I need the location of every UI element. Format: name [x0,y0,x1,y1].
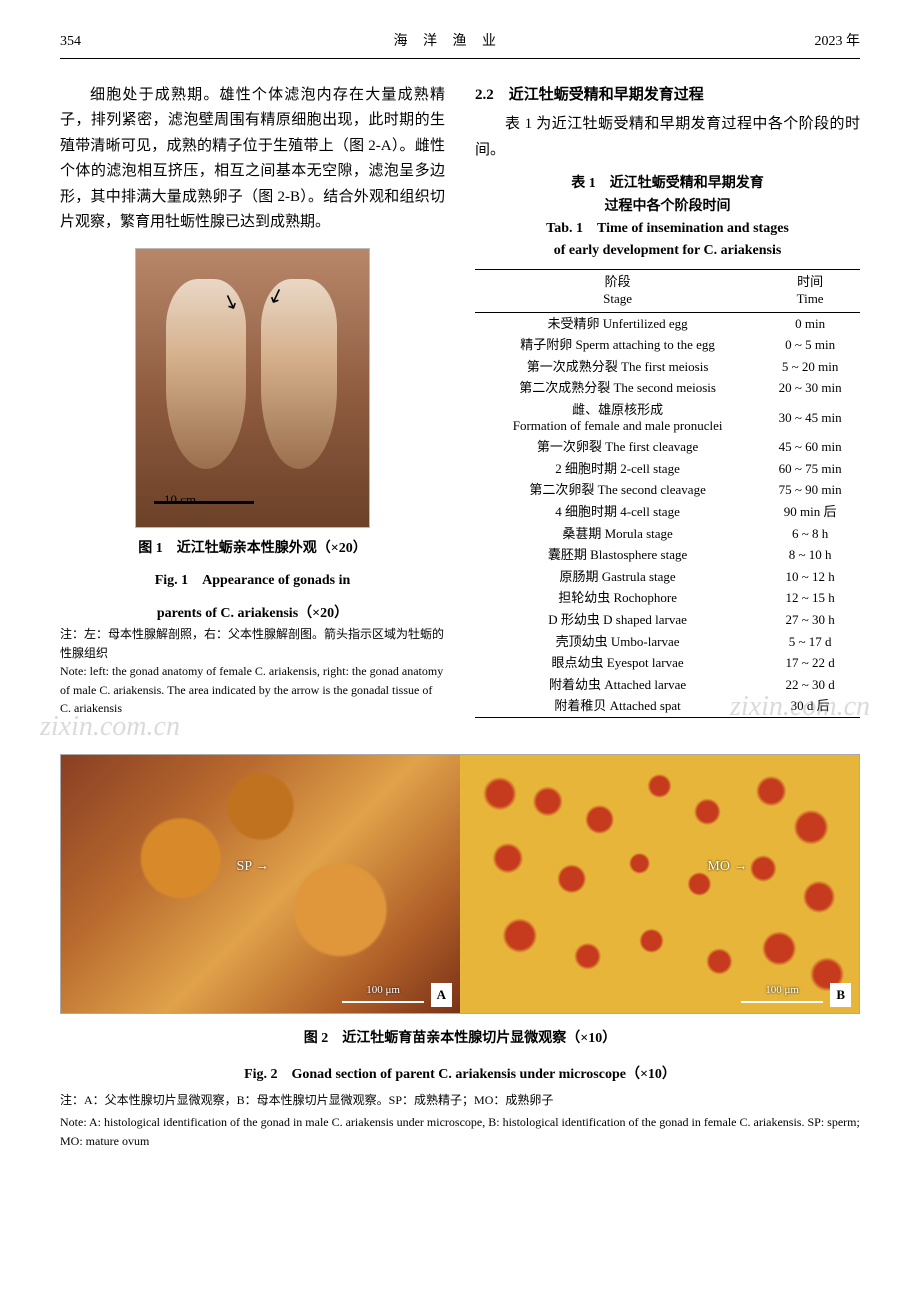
scale-bar-b: 100 μm [741,981,823,1003]
table-cell-stage: 第一次成熟分裂 The first meiosis [475,356,760,378]
table-cell-stage: 2 细胞时期 2-cell stage [475,458,760,480]
table-row: 壳顶幼虫 Umbo-larvae5 ~ 17 d [475,631,860,653]
panel-b-label: B [830,983,851,1007]
table-cell-time: 10 ~ 12 h [760,566,860,588]
table-cell-time: 0 ~ 5 min [760,334,860,356]
figure-2-caption-en: Fig. 2 Gonad section of parent C. ariake… [60,1064,860,1086]
table-row: 4 细胞时期 4-cell stage90 min 后 [475,501,860,523]
table-row: 眼点幼虫 Eyespot larvae17 ~ 22 d [475,652,860,674]
panel-a-label: A [431,983,452,1007]
table-row: 第一次卵裂 The first cleavage45 ~ 60 min [475,436,860,458]
table-1: 阶段 Stage 时间 Time 未受精卵 Unfertilized egg0 … [475,269,860,718]
table-cell-time: 5 ~ 20 min [760,356,860,378]
table-cell-stage: 附着幼虫 Attached larvae [475,674,760,696]
left-column: 细胞处于成熟期。雄性个体滤泡内存在大量成熟精子，排列紧密，滤泡壁周围有精原细胞出… [60,83,445,718]
journal-title: 海 洋 渔 业 [394,30,503,54]
table-cell-time: 8 ~ 10 h [760,544,860,566]
sp-label: SP → [237,855,270,879]
table-cell-stage: 附着稚贝 Attached spat [475,695,760,717]
table-cell-stage: 未受精卵 Unfertilized egg [475,312,760,334]
table-row: 第二次卵裂 The second cleavage75 ~ 90 min [475,479,860,501]
table-cell-stage: 第二次成熟分裂 The second meiosis [475,377,760,399]
table-row: 第二次成熟分裂 The second meiosis20 ~ 30 min [475,377,860,399]
table-row: 精子附卵 Sperm attaching to the egg0 ~ 5 min [475,334,860,356]
table-cell-time: 30 ~ 45 min [760,399,860,436]
table-cell-time: 75 ~ 90 min [760,479,860,501]
table-header-stage: 阶段 Stage [475,269,760,312]
body-paragraph: 细胞处于成熟期。雄性个体滤泡内存在大量成熟精子，排列紧密，滤泡壁周围有精原细胞出… [60,83,445,236]
table-cell-stage: 精子附卵 Sperm attaching to the egg [475,334,760,356]
year: 2023 年 [815,30,861,54]
figure-2-image: SP → 100 μm A MO → 100 μm B [60,754,860,1014]
figure-2-panel-a: SP → 100 μm A [61,755,460,1013]
table-row: 未受精卵 Unfertilized egg0 min [475,312,860,334]
figure-1-caption-en-1: Fig. 1 Appearance of gonads in [60,570,445,592]
table-cell-stage: 雌、雄原核形成 Formation of female and male pro… [475,399,760,436]
mo-label: MO → [707,855,747,879]
figure-1-note-cn: 注：左：母本性腺解剖照，右：父本性腺解剖图。箭头指示区域为牡蛎的性腺组织 [60,625,445,662]
table-cell-stage: 第一次卵裂 The first cleavage [475,436,760,458]
table-row: 担轮幼虫 Rochophore12 ~ 15 h [475,587,860,609]
table-cell-time: 30 d 后 [760,695,860,717]
table-row: 附着幼虫 Attached larvae22 ~ 30 d [475,674,860,696]
top-columns: 细胞处于成熟期。雄性个体滤泡内存在大量成熟精子，排列紧密，滤泡壁周围有精原细胞出… [60,83,860,718]
table-row: 第一次成熟分裂 The first meiosis5 ~ 20 min [475,356,860,378]
table-cell-stage: 囊胚期 Blastosphere stage [475,544,760,566]
page-number: 354 [60,30,81,54]
scale-bar-label: 10 cm [164,489,196,511]
table-caption-en-1: Tab. 1 Time of insemination and stages [475,218,860,240]
table-cell-time: 5 ~ 17 d [760,631,860,653]
right-column: 2.2 近江牡蛎受精和早期发育过程 表 1 为近江牡蛎受精和早期发育过程中各个阶… [475,83,860,718]
section-heading: 2.2 近江牡蛎受精和早期发育过程 [475,83,860,109]
figure-1-caption-cn: 图 1 近江牡蛎亲本性腺外观（×20） [60,538,445,560]
table-cell-stage: 眼点幼虫 Eyespot larvae [475,652,760,674]
table-cell-time: 20 ~ 30 min [760,377,860,399]
table-cell-stage: 第二次卵裂 The second cleavage [475,479,760,501]
table-row: 雌、雄原核形成 Formation of female and male pro… [475,399,860,436]
table-1-caption: 表 1 近江牡蛎受精和早期发育 过程中各个阶段时间 Tab. 1 Time of… [475,173,860,263]
table-cell-time: 6 ~ 8 h [760,523,860,545]
table-cell-time: 17 ~ 22 d [760,652,860,674]
table-cell-stage: D 形幼虫 D shaped larvae [475,609,760,631]
table-caption-cn-1: 表 1 近江牡蛎受精和早期发育 [475,173,860,195]
table-row: 原肠期 Gastrula stage10 ~ 12 h [475,566,860,588]
table-cell-time: 45 ~ 60 min [760,436,860,458]
table-row: 附着稚贝 Attached spat30 d 后 [475,695,860,717]
table-cell-time: 12 ~ 15 h [760,587,860,609]
table-row: 囊胚期 Blastosphere stage8 ~ 10 h [475,544,860,566]
figure-2-note-cn: 注：A：父本性腺切片显微观察，B：母本性腺切片显微观察。SP：成熟精子；MO：成… [60,1091,860,1110]
table-header-time: 时间 Time [760,269,860,312]
table-cell-stage: 4 细胞时期 4-cell stage [475,501,760,523]
page-header: 354 海 洋 渔 业 2023 年 [60,30,860,59]
table-cell-time: 0 min [760,312,860,334]
table-cell-stage: 桑葚期 Morula stage [475,523,760,545]
figure-1-caption-en-2: parents of C. ariakensis（×20） [60,603,445,625]
figure-2-caption-cn: 图 2 近江牡蛎育苗亲本性腺切片显微观察（×10） [60,1028,860,1050]
table-caption-en-2: of early development for C. ariakensis [475,240,860,262]
table-cell-stage: 原肠期 Gastrula stage [475,566,760,588]
table-row: D 形幼虫 D shaped larvae27 ~ 30 h [475,609,860,631]
table-cell-time: 22 ~ 30 d [760,674,860,696]
scale-bar-a: 100 μm [342,981,424,1003]
table-caption-cn-2: 过程中各个阶段时间 [475,196,860,218]
figure-2-panel-b: MO → 100 μm B [460,755,859,1013]
table-cell-time: 90 min 后 [760,501,860,523]
figure-2: SP → 100 μm A MO → 100 μm B 图 2 近江牡蛎育苗亲本… [60,754,860,1151]
table-cell-stage: 壳顶幼虫 Umbo-larvae [475,631,760,653]
figure-1-note-en: Note: left: the gonad anatomy of female … [60,662,445,718]
table-row: 2 细胞时期 2-cell stage60 ~ 75 min [475,458,860,480]
figure-1: ↘ ↙ 10 cm 图 1 近江牡蛎亲本性腺外观（×20） Fig. 1 App… [60,248,445,718]
table-cell-time: 60 ~ 75 min [760,458,860,480]
section-text: 表 1 为近江牡蛎受精和早期发育过程中各个阶段的时间。 [475,112,860,163]
table-cell-stage: 担轮幼虫 Rochophore [475,587,760,609]
table-row: 桑葚期 Morula stage6 ~ 8 h [475,523,860,545]
figure-2-note-en: Note: A: histological identification of … [60,1113,860,1150]
table-cell-time: 27 ~ 30 h [760,609,860,631]
figure-1-image: ↘ ↙ 10 cm [135,248,370,528]
